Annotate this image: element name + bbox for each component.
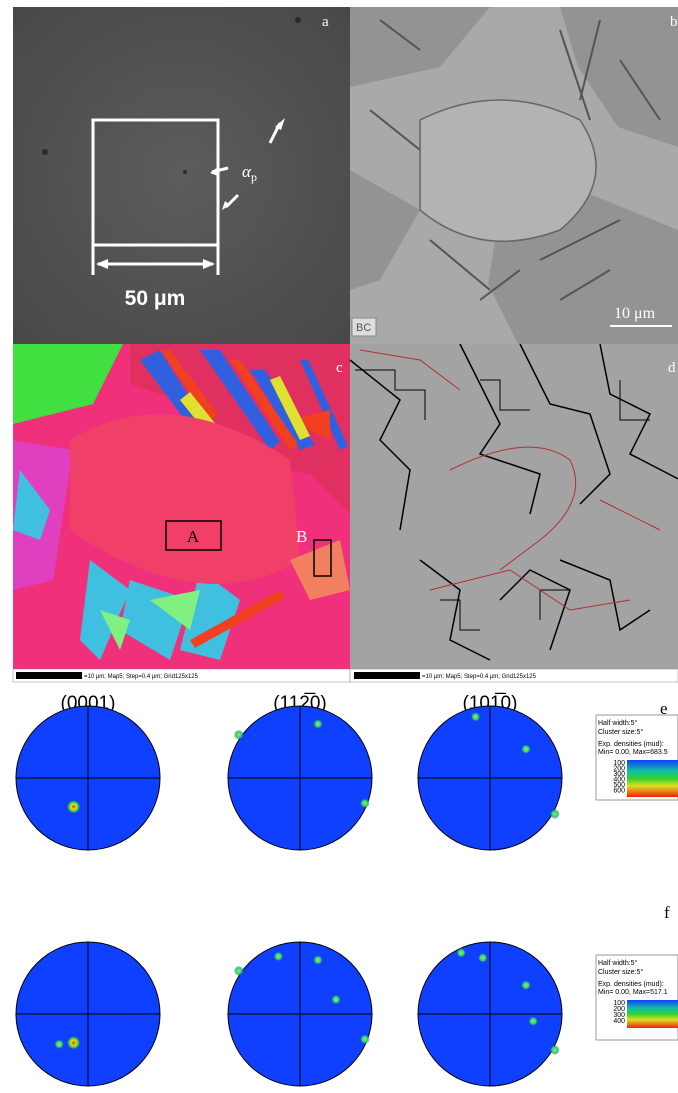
legend-text: Half width:5°	[598, 719, 638, 727]
color-bar	[627, 1000, 678, 1028]
pole-spot	[550, 809, 560, 819]
pole-spot	[360, 798, 370, 808]
panel-label: c	[336, 360, 343, 376]
pole-spot	[456, 948, 466, 958]
panel-label: d	[668, 360, 676, 376]
color-bar	[627, 760, 678, 797]
panel-label: a	[322, 14, 329, 30]
pole-spot	[67, 1036, 81, 1050]
pole-spot	[313, 719, 323, 729]
legend-text: Min= 0.00, Max=517.1	[598, 989, 668, 996]
pole-spot	[528, 1016, 538, 1026]
legend-level: 400	[613, 1018, 625, 1025]
pole-spot	[67, 800, 81, 814]
region-label: B	[296, 527, 307, 546]
legend-text: Cluster size:5°	[598, 968, 643, 976]
scalebar-label: 10 μm	[614, 305, 656, 322]
pole-spot	[521, 980, 531, 990]
panel-a: a αp 50 μm	[13, 7, 350, 344]
pole-spot	[360, 1034, 370, 1044]
pole-spot	[234, 966, 244, 976]
panel-c: A B =10 μm; Map5; Step=0.4 μm; Grid125x1…	[13, 344, 350, 682]
panel-label: f	[664, 903, 670, 922]
legend-text: Min= 0.00, Max=683.5	[598, 749, 668, 756]
pole-spot	[54, 1039, 64, 1049]
legend-e: Half width:5° Cluster size:5° Exp. densi…	[596, 715, 678, 800]
panel-label: b	[670, 14, 678, 30]
region-label: A	[187, 527, 200, 546]
legend-text: Cluster size:5°	[598, 728, 643, 736]
legend-text: Exp. densities (mud):	[598, 741, 664, 748]
scalebar-label: =10 μm; Map5; Step=0.4 μm; Grid125x125	[84, 674, 199, 680]
scalebar-label: =10 μm; Map5; Step=0.4 μm; Grid125x125	[422, 674, 537, 680]
pole-spot	[471, 712, 481, 722]
pole-spot	[550, 1045, 560, 1055]
pole-figures	[16, 706, 562, 1086]
alpha-sub: p	[251, 170, 257, 184]
panel-b: BC 10 μm b	[350, 7, 678, 344]
legend-f: Half width:5° Cluster size:5° Exp. densi…	[596, 955, 678, 1040]
legend-text: Half width:5°	[598, 959, 638, 967]
pole-spot	[234, 730, 244, 740]
panel-d: =10 μm; Map5; Step=0.4 μm; Grid125x125 d	[350, 344, 678, 682]
pole-spot	[273, 951, 283, 961]
mode-label: BC	[356, 322, 371, 334]
pole-spot	[478, 953, 488, 963]
scalebar-label: 50 μm	[125, 287, 186, 310]
legend-level: 600	[613, 788, 625, 795]
legend-text: Exp. densities (mud):	[598, 981, 664, 988]
boundary-map	[350, 344, 678, 669]
pole-spot	[313, 955, 323, 965]
pole-spot	[521, 744, 531, 754]
pole-spot	[331, 995, 341, 1005]
figure: a αp 50 μm BC 10 μm b A B =10 μm; Map5; …	[0, 0, 678, 1093]
